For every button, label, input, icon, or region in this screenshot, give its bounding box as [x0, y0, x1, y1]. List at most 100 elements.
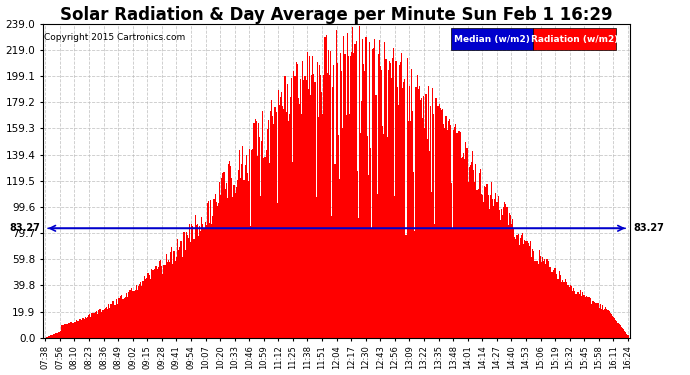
Bar: [297, 64, 298, 338]
Bar: [92, 314, 94, 338]
Bar: [121, 295, 122, 338]
Text: Median (w/m2): Median (w/m2): [454, 35, 530, 44]
Bar: [106, 308, 107, 338]
Text: 83.27: 83.27: [9, 223, 40, 233]
Bar: [229, 161, 230, 338]
Bar: [102, 310, 103, 338]
Bar: [131, 288, 132, 338]
Bar: [440, 108, 441, 338]
Bar: [77, 321, 78, 338]
Bar: [293, 71, 295, 338]
Bar: [601, 309, 602, 338]
Bar: [335, 30, 337, 338]
Bar: [161, 266, 162, 338]
Bar: [164, 265, 165, 338]
Bar: [269, 163, 270, 338]
Bar: [60, 331, 61, 338]
Bar: [187, 235, 188, 338]
Bar: [313, 74, 315, 338]
Bar: [469, 166, 470, 338]
Bar: [169, 262, 170, 338]
Bar: [81, 320, 83, 338]
Bar: [359, 26, 360, 338]
Bar: [582, 292, 583, 338]
Bar: [55, 333, 56, 338]
Bar: [138, 286, 139, 338]
Bar: [550, 267, 551, 338]
Bar: [542, 256, 543, 338]
Bar: [441, 110, 442, 338]
Bar: [146, 278, 147, 338]
Bar: [408, 86, 410, 338]
Bar: [122, 298, 124, 338]
Bar: [207, 203, 208, 338]
Bar: [189, 224, 190, 338]
Bar: [295, 62, 297, 338]
Bar: [564, 282, 565, 338]
Bar: [308, 89, 309, 338]
Bar: [190, 242, 191, 338]
Bar: [268, 120, 269, 338]
Bar: [71, 322, 72, 338]
Bar: [117, 304, 118, 338]
Bar: [118, 298, 119, 338]
Bar: [375, 95, 377, 338]
Bar: [280, 98, 281, 338]
Bar: [83, 319, 85, 338]
Bar: [424, 128, 426, 338]
Bar: [479, 173, 480, 338]
Bar: [509, 213, 510, 338]
Bar: [222, 173, 224, 338]
Bar: [171, 246, 172, 338]
Bar: [238, 170, 239, 338]
Bar: [501, 209, 502, 338]
Bar: [353, 53, 355, 338]
Bar: [462, 157, 463, 338]
Bar: [410, 121, 411, 338]
Bar: [158, 267, 159, 338]
Bar: [331, 216, 332, 338]
Bar: [532, 249, 533, 338]
Bar: [480, 169, 481, 338]
Bar: [558, 279, 559, 338]
Bar: [523, 244, 524, 338]
Bar: [386, 137, 388, 338]
Bar: [193, 239, 195, 338]
Bar: [361, 101, 362, 338]
Bar: [618, 324, 620, 338]
Bar: [419, 87, 420, 338]
Bar: [392, 58, 393, 338]
Bar: [149, 275, 150, 338]
Bar: [506, 207, 508, 338]
Bar: [460, 132, 461, 338]
Bar: [397, 105, 399, 338]
Bar: [613, 317, 614, 338]
Title: Solar Radiation & Day Average per Minute Sun Feb 1 16:29: Solar Radiation & Day Average per Minute…: [60, 6, 613, 24]
Bar: [289, 114, 290, 338]
Bar: [52, 334, 54, 338]
Bar: [565, 279, 566, 338]
Bar: [130, 290, 131, 338]
Bar: [579, 294, 580, 338]
Bar: [166, 254, 167, 338]
Bar: [341, 70, 342, 338]
Bar: [571, 286, 572, 338]
Bar: [309, 56, 310, 338]
Text: Copyright 2015 Cartronics.com: Copyright 2015 Cartronics.com: [44, 33, 186, 42]
Bar: [590, 298, 591, 338]
Bar: [525, 241, 526, 338]
Text: 83.27: 83.27: [633, 223, 664, 233]
Bar: [99, 309, 100, 338]
Bar: [128, 292, 129, 338]
Bar: [228, 164, 229, 338]
Bar: [275, 112, 277, 338]
Bar: [615, 320, 616, 338]
Bar: [246, 155, 247, 338]
Bar: [369, 42, 370, 338]
Bar: [566, 282, 567, 338]
Bar: [201, 217, 202, 338]
Bar: [330, 51, 331, 338]
Bar: [286, 84, 288, 338]
Bar: [589, 297, 590, 338]
Bar: [426, 139, 428, 338]
